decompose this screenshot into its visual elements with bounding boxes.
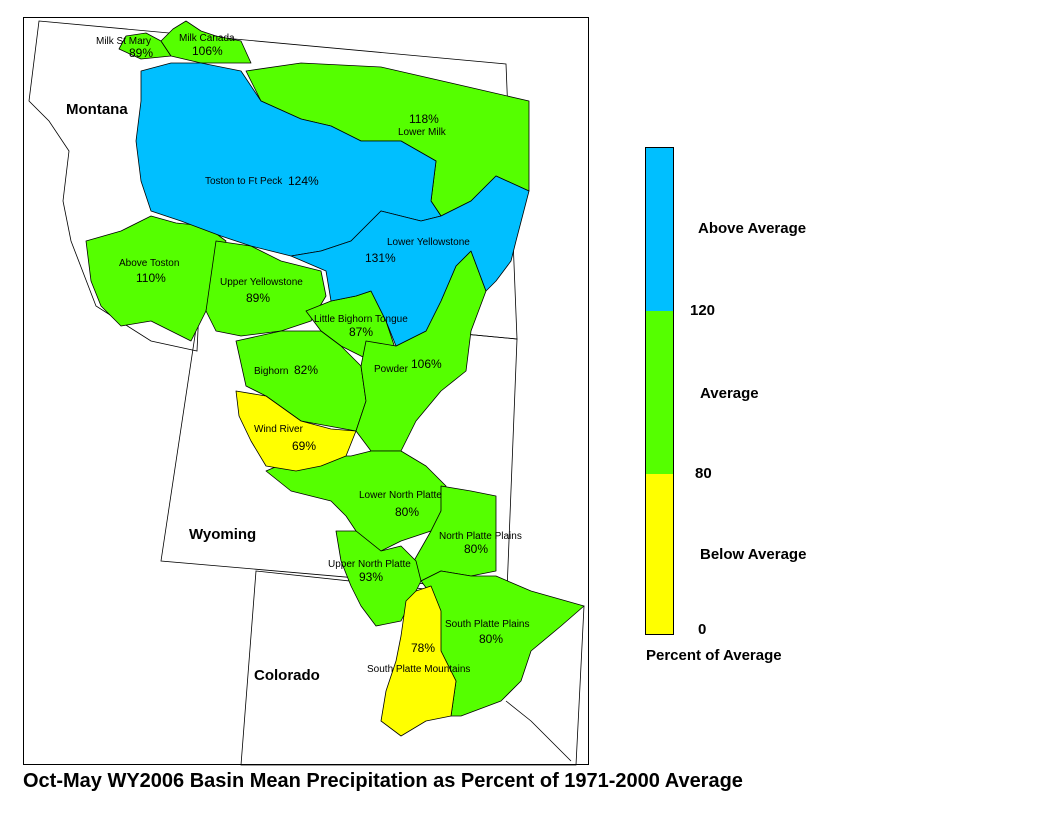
basin-pct-lower-north-platte: 80% — [395, 505, 419, 519]
basin-pct-milk-canada: 106% — [192, 44, 223, 58]
basin-pct-wind-river: 69% — [292, 439, 316, 453]
basin-labels: Milk St Mary 89% Milk Canada 106% 118% L… — [96, 33, 530, 675]
map-frame: Montana Wyoming Colorado Milk St Mary 89… — [23, 17, 589, 766]
basin-name-milk-st-mary: Milk St Mary — [96, 36, 151, 47]
legend-label-below: Below Average — [700, 546, 807, 563]
basin-name-lower-yellowstone: Lower Yellowstone — [387, 237, 470, 248]
basin-name-little-bighorn-tongue: Little Bighorn Tongue — [314, 314, 408, 325]
legend-min: 0 — [698, 621, 707, 638]
basin-name-upper-yellowstone: Upper Yellowstone — [220, 277, 303, 288]
basin-pct-bighorn: 82% — [294, 363, 318, 377]
basin-pct-upper-yellowstone: 89% — [246, 291, 270, 305]
basin-name-south-platte-mountains: South Platte Mountains — [367, 664, 470, 675]
basin-pct-south-platte-plains: 80% — [479, 632, 503, 646]
legend-swatch-average — [646, 311, 673, 474]
neighbor-boundary — [505, 700, 572, 762]
map-title: Oct-May WY2006 Basin Mean Precipitation … — [23, 770, 743, 792]
state-labels: Montana Wyoming Colorado — [66, 101, 320, 684]
state-label-colorado: Colorado — [254, 667, 320, 684]
basin-pct-lower-yellowstone: 131% — [365, 251, 396, 265]
basin-name-upper-north-platte: Upper North Platte — [328, 559, 411, 570]
basin-name-toston-ft-peck: Toston to Ft Peck — [205, 176, 283, 187]
basin-pct-upper-north-platte: 93% — [359, 570, 383, 584]
basin-name-north-platte-plains: North Platte Plains — [439, 531, 522, 542]
state-label-montana: Montana — [66, 101, 128, 118]
basin-pct-south-platte-mountains: 78% — [411, 641, 435, 655]
basin-name-lower-milk: Lower Milk — [398, 127, 447, 138]
legend-swatch-above — [646, 148, 673, 311]
state-label-wyoming: Wyoming — [189, 526, 256, 543]
legend-label-average: Average — [700, 385, 759, 402]
basin-milk-canada — [160, 20, 252, 64]
basin-pct-lower-milk: 118% — [409, 112, 439, 126]
basin-pct-north-platte-plains: 80% — [464, 542, 488, 556]
basin-name-wind-river: Wind River — [254, 424, 304, 435]
basin-pct-milk-st-mary: 89% — [129, 46, 153, 60]
basin-name-above-toston: Above Toston — [119, 258, 179, 269]
legend-break-low: 80 — [695, 465, 712, 482]
basin-name-powder: Powder — [374, 364, 409, 375]
legend-break-high: 120 — [690, 302, 716, 319]
legend-caption: Percent of Average — [646, 647, 782, 664]
legend-color-bar — [645, 147, 674, 635]
basin-name-south-platte-plains: South Platte Plains — [445, 619, 530, 630]
basin-pct-above-toston: 110% — [136, 271, 166, 285]
basin-pct-powder: 106% — [411, 357, 442, 371]
basin-name-bighorn: Bighorn — [254, 366, 288, 377]
basin-wind-river — [235, 390, 357, 472]
basin-name-milk-canada: Milk Canada — [179, 33, 235, 44]
legend-label-above: Above Average — [698, 220, 807, 237]
basin-upper-yellowstone — [205, 240, 327, 337]
basin-south-platte-mountains — [380, 585, 457, 737]
legend-swatch-below — [646, 474, 673, 634]
basin-lower-yellowstone — [290, 175, 530, 347]
basin-map: Montana Wyoming Colorado Milk St Mary 89… — [28, 20, 585, 766]
basin-name-lower-north-platte: Lower North Platte — [359, 490, 442, 501]
basin-pct-toston-ft-peck: 124% — [288, 174, 319, 188]
basins — [85, 20, 585, 737]
basin-pct-little-bighorn-tongue: 87% — [349, 325, 373, 339]
